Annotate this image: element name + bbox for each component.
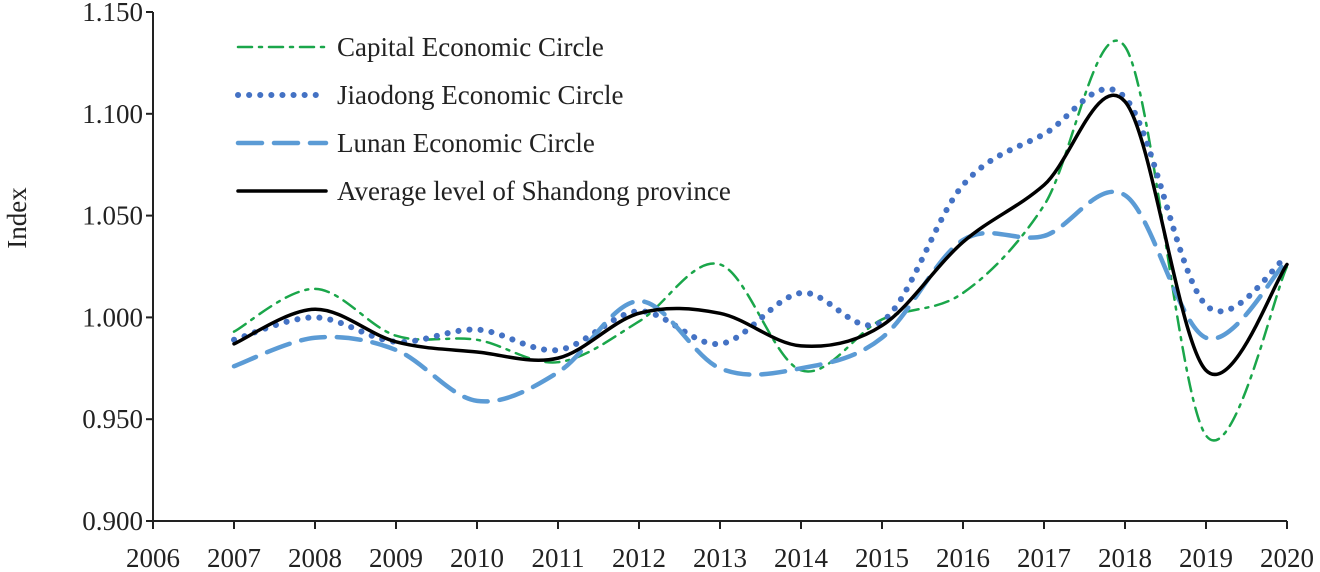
x-tick-label: 2016 bbox=[936, 543, 990, 572]
x-tick-label: 2014 bbox=[774, 543, 829, 572]
legend-label: Average level of Shandong province bbox=[337, 176, 731, 206]
x-tick-label: 2008 bbox=[288, 543, 342, 572]
series-layer bbox=[231, 39, 1290, 442]
x-tick-label: 2020 bbox=[1260, 543, 1314, 572]
x-tick-label: 2013 bbox=[693, 543, 747, 572]
y-tick-label: 1.000 bbox=[82, 302, 143, 332]
series-line-4 bbox=[232, 93, 1289, 376]
series-line-3 bbox=[231, 189, 1290, 404]
y-tick-label: 1.150 bbox=[82, 0, 143, 27]
x-tick-label: 2007 bbox=[207, 543, 261, 572]
x-tick-label: 2006 bbox=[126, 543, 180, 572]
y-ticks: 0.900 0.950 1.000 1.050 1.100 1.150 bbox=[82, 0, 153, 536]
x-tick-label: 2018 bbox=[1098, 543, 1152, 572]
y-axis-title: Index bbox=[2, 187, 32, 249]
legend: Capital Economic Circle Jiaodong Economic… bbox=[235, 32, 731, 206]
x-tick-label: 2019 bbox=[1179, 543, 1233, 572]
x-tick-label: 2015 bbox=[855, 543, 909, 572]
y-tick-label: 0.900 bbox=[82, 506, 143, 536]
x-tick-label: 2009 bbox=[369, 543, 423, 572]
legend-label: Lunan Economic Circle bbox=[337, 128, 595, 158]
legend-label: Jiaodong Economic Circle bbox=[337, 80, 623, 110]
x-tick-label: 2012 bbox=[612, 543, 666, 572]
axes bbox=[152, 12, 1287, 522]
x-tick-label: 2011 bbox=[532, 543, 585, 572]
legend-label: Capital Economic Circle bbox=[337, 32, 604, 62]
series-line-2 bbox=[231, 86, 1290, 354]
x-ticks: 2006 2007 2008 2009 2010 2011 2012 2013 2014 2015… bbox=[126, 521, 1314, 572]
x-tick-label: 2010 bbox=[450, 543, 504, 572]
y-tick-label: 0.950 bbox=[82, 404, 143, 434]
y-tick-label: 1.050 bbox=[82, 201, 143, 231]
x-tick-label: 2017 bbox=[1017, 543, 1071, 572]
y-tick-label: 1.100 bbox=[82, 99, 143, 129]
